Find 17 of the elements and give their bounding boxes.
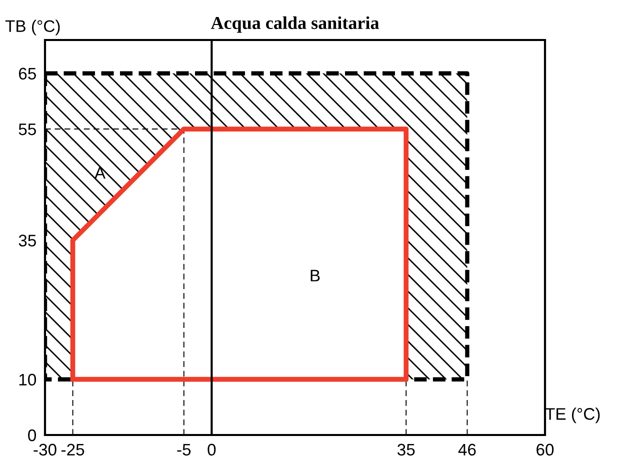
x-axis-title: TE (°C): [545, 408, 600, 424]
y-tick-label: 55: [18, 124, 36, 136]
y-tick-label: 65: [18, 68, 36, 80]
y-tick-label: 0: [28, 429, 36, 442]
y-tick-label: 35: [18, 234, 36, 246]
y-axis-title: TB (°C): [5, 20, 60, 36]
annotation: A: [94, 167, 106, 179]
y-tick-label: 10: [19, 374, 36, 386]
x-tick-label: 46: [458, 444, 476, 456]
chart-title: Acqua calda sanitaria: [210, 16, 379, 33]
x-tick-label: 0: [208, 444, 216, 456]
x-tick-label: -5: [177, 444, 191, 456]
x-tick-label: 60: [536, 444, 554, 456]
x-tick-label: 35: [397, 444, 415, 456]
x-tick-label: -30: [34, 444, 56, 456]
x-tick-label: -25: [61, 444, 84, 456]
annotation: B: [310, 270, 320, 282]
